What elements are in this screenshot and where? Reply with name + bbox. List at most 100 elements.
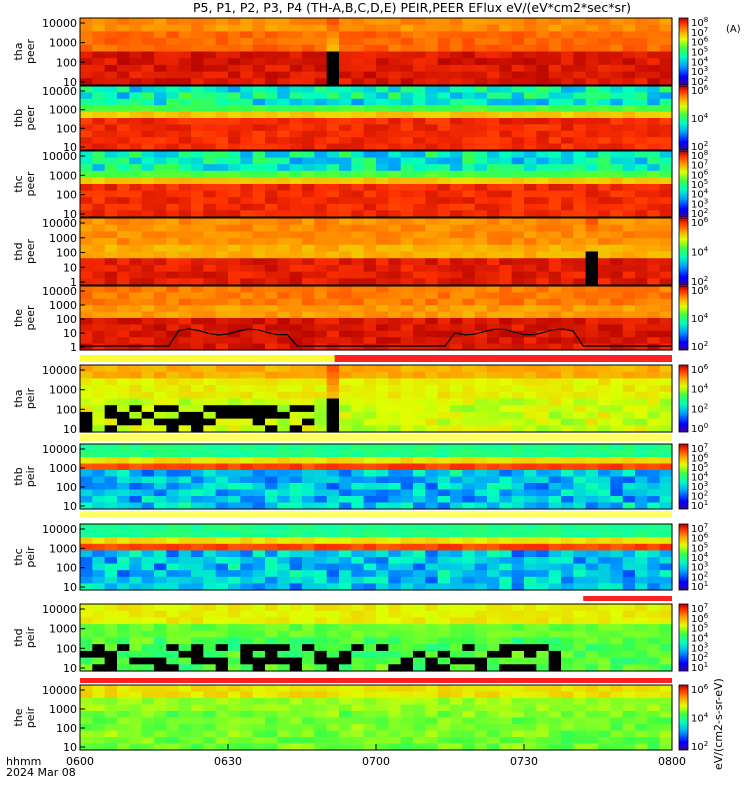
- heatmap-cell: [178, 157, 192, 165]
- heatmap-cell: [240, 130, 254, 138]
- heatmap-cell: [104, 391, 118, 400]
- heatmap-cell: [129, 717, 143, 725]
- heatmap-cell: [585, 190, 599, 198]
- heatmap-cell: [647, 190, 661, 198]
- heatmap-cell: [314, 463, 328, 471]
- heatmap-cell: [462, 278, 476, 286]
- heatmap-cell: [215, 483, 229, 491]
- heatmap-cell: [92, 337, 106, 345]
- heatmap-cell: [351, 650, 365, 659]
- heatmap-cell: [104, 730, 118, 738]
- heatmap-cell: [141, 617, 155, 625]
- heatmap-cell: [117, 311, 130, 319]
- heatmap-cell: [80, 411, 93, 420]
- heatmap-cell: [524, 496, 537, 504]
- heatmap-cell: [474, 704, 488, 712]
- heatmap-cell: [191, 644, 204, 652]
- heatmap-cell: [154, 637, 167, 645]
- heatmap-cell: [363, 398, 377, 406]
- heatmap-cell: [166, 51, 180, 59]
- heatmap-cell: [635, 337, 648, 345]
- heatmap-cell: [462, 704, 476, 712]
- heatmap-cell: [413, 184, 426, 192]
- heatmap-cell: [277, 704, 291, 712]
- heatmap-cell: [573, 617, 587, 625]
- heatmap-cell: [178, 105, 192, 113]
- heatmap-cell: [474, 31, 488, 39]
- heatmap-cell: [117, 124, 130, 132]
- heatmap-cell: [450, 704, 463, 712]
- heatmap-cell: [289, 502, 303, 510]
- heatmap-cell: [388, 524, 402, 532]
- heatmap-cell: [104, 98, 118, 106]
- heatmap-cell: [228, 292, 241, 300]
- heatmap-cell: [289, 143, 303, 151]
- heatmap-cell: [141, 124, 155, 132]
- heatmap-cell: [154, 563, 167, 571]
- heatmap-cell: [117, 137, 130, 145]
- heatmap-cell: [154, 111, 167, 119]
- heatmap-cell: [351, 378, 365, 386]
- heatmap-cell: [400, 405, 414, 413]
- heatmap-cell: [191, 92, 204, 100]
- heatmap-cell: [585, 378, 599, 386]
- heatmap-cell: [228, 385, 241, 393]
- heatmap-cell: [450, 371, 463, 379]
- heatmap-cell: [561, 305, 574, 313]
- heatmap-cell: [339, 86, 352, 93]
- heatmap-cell: [129, 457, 143, 465]
- heatmap-cell: [376, 197, 389, 205]
- heatmap-cell: [92, 463, 106, 471]
- heatmap-cell: [117, 343, 130, 351]
- heatmap-cell: [154, 105, 167, 113]
- heatmap-cell: [462, 657, 476, 665]
- heatmap-cell: [573, 489, 587, 497]
- heatmap-cell: [215, 137, 229, 145]
- heatmap-cell: [437, 537, 451, 545]
- heatmap-cell: [203, 78, 217, 86]
- heatmap-cell: [524, 583, 537, 591]
- heatmap-cell: [376, 650, 389, 659]
- heatmap-cell: [400, 743, 414, 751]
- heatmap-cell: [166, 143, 180, 151]
- heatmap-cell: [215, 365, 229, 373]
- heatmap-cell: [92, 264, 106, 273]
- heatmap-cell: [289, 105, 303, 113]
- heatmap-cell: [610, 264, 624, 273]
- heatmap-cell: [203, 31, 217, 39]
- heatmap-cell: [80, 210, 93, 218]
- heatmap-cell: [351, 251, 365, 259]
- heatmap-cell: [511, 157, 525, 165]
- heatmap-cell: [437, 271, 451, 279]
- heatmap-cell: [178, 124, 192, 132]
- heatmap-cell: [425, 550, 439, 558]
- heatmap-cell: [289, 278, 303, 286]
- heatmap-cell: [240, 476, 254, 484]
- heatmap-cell: [92, 365, 106, 373]
- heatmap-cell: [339, 177, 352, 185]
- heatmap-cell: [647, 730, 661, 738]
- heatmap-cell: [166, 550, 180, 558]
- heatmap-cell: [104, 685, 118, 693]
- heatmap-cell: [80, 251, 93, 259]
- heatmap-cell: [104, 111, 118, 119]
- heatmap-cell: [610, 391, 624, 400]
- heatmap-cell: [598, 463, 611, 471]
- heatmap-cell: [548, 238, 562, 246]
- heatmap-cell: [413, 411, 426, 420]
- heatmap-cell: [154, 130, 167, 138]
- heatmap-cell: [178, 137, 192, 145]
- heatmap-cell: [499, 425, 513, 433]
- heatmap-cell: [610, 92, 624, 100]
- heatmap-cell: [425, 170, 439, 178]
- heatmap-cell: [376, 524, 389, 532]
- heatmap-cell: [647, 483, 661, 491]
- heatmap-cell: [302, 105, 315, 113]
- heatmap-cell: [302, 378, 315, 386]
- heatmap-cell: [561, 444, 574, 452]
- heatmap-cell: [265, 444, 278, 452]
- heatmap-cell: [474, 71, 488, 79]
- heatmap-cell: [425, 151, 439, 159]
- heatmap-cell: [635, 371, 648, 379]
- heatmap-cell: [302, 550, 315, 558]
